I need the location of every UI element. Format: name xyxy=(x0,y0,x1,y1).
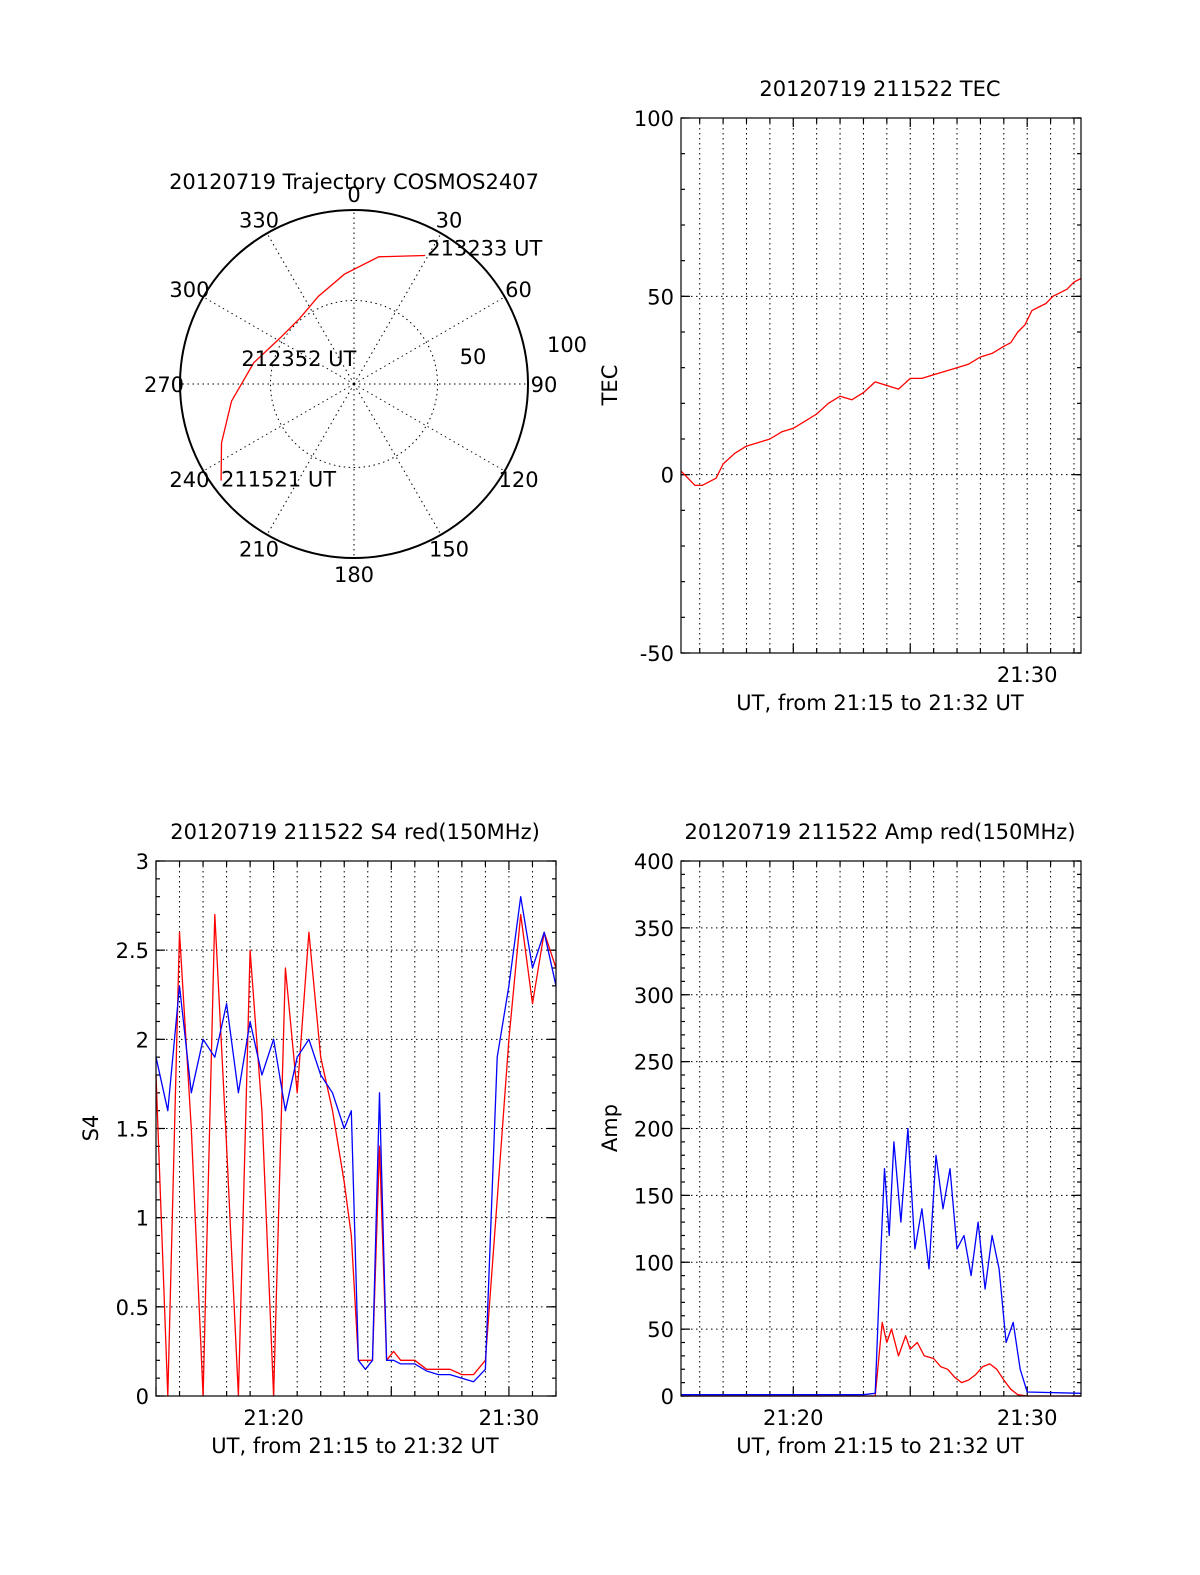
tec-xtick-label: 21:30 xyxy=(997,663,1058,687)
polar-azimuth-label: 0 xyxy=(347,183,360,207)
tec-series-red xyxy=(680,277,1082,487)
polar-azimuth-label: 330 xyxy=(239,208,279,232)
tec-ylabel: TEC xyxy=(598,365,622,407)
polar-azimuth-label: 120 xyxy=(498,468,538,492)
polar-spoke xyxy=(353,383,442,535)
polar-spoke xyxy=(353,233,442,385)
amp-ytick-label: 300 xyxy=(634,984,674,1008)
s4-ytick-label: 0 xyxy=(136,1385,149,1409)
tec-ytick-label: 50 xyxy=(647,285,674,309)
amp-panel: 20120719 211522 Amp red(150MHz) UT, from… xyxy=(598,820,1082,1458)
tec-panel: 20120719 211522 TEC UT, from 21:15 to 21… xyxy=(598,77,1082,715)
polar-radial-label: 50 xyxy=(460,345,487,369)
tec-ytick-label: 0 xyxy=(661,464,674,488)
amp-xtick-label: 21:30 xyxy=(997,1406,1058,1430)
polar-title: 20120719 Trajectory COSMOS2407 xyxy=(169,170,539,194)
s4-ylabel: S4 xyxy=(79,1115,103,1142)
amp-ytick-label: 250 xyxy=(634,1051,674,1075)
s4-xtick-label: 21:20 xyxy=(243,1406,304,1430)
s4-ytick-label: 2 xyxy=(136,1028,149,1052)
polar-azimuth-label: 180 xyxy=(334,563,374,587)
polar-spoke xyxy=(266,383,355,535)
polar-outer-circle xyxy=(179,209,529,559)
amp-series-red xyxy=(681,1321,1081,1397)
polar-azimuth-label: 300 xyxy=(169,278,209,302)
s4-title: 20120719 211522 S4 red(150MHz) xyxy=(170,820,540,844)
amp-title: 20120719 211522 Amp red(150MHz) xyxy=(684,820,1075,844)
s4-xlabel: UT, from 21:15 to 21:32 UT xyxy=(211,1434,499,1458)
s4-series-red xyxy=(155,913,557,1397)
polar-annotations: 213233 UT 212352 UT 211521 UT xyxy=(221,236,542,491)
polar-azimuth-label: 240 xyxy=(169,468,209,492)
s4-xtick-label: 21:30 xyxy=(479,1406,540,1430)
amp-xtick-label: 21:20 xyxy=(763,1406,824,1430)
amp-ytick-label: 0 xyxy=(661,1385,674,1409)
amp-ytick-label: 150 xyxy=(634,1184,674,1208)
amp-xlabel: UT, from 21:15 to 21:32 UT xyxy=(736,1434,1024,1458)
amp-ytick-label: 350 xyxy=(634,917,674,941)
polar-spoke xyxy=(353,296,505,385)
polar-spoke xyxy=(203,296,355,385)
polar-inner-circle xyxy=(269,299,439,469)
polar-annotation: 212352 UT xyxy=(241,347,356,371)
polar-grid xyxy=(179,209,529,559)
polar-azimuth-label: 210 xyxy=(239,538,279,562)
polar-azimuth-label: 270 xyxy=(144,373,184,397)
amp-series-blue xyxy=(681,1127,1082,1396)
polar-azimuth-label: 150 xyxy=(429,538,469,562)
polar-spoke xyxy=(353,383,505,472)
amp-ytick-label: 100 xyxy=(634,1251,674,1275)
polar-azimuth-label: 30 xyxy=(436,208,463,232)
amp-ylabel: Amp xyxy=(598,1104,622,1152)
polar-radial-labels: 50 100 xyxy=(460,333,587,369)
polar-azimuth-label: 60 xyxy=(505,278,532,302)
polar-annotation: 211521 UT xyxy=(221,468,336,492)
polar-spoke xyxy=(203,383,355,472)
s4-plot-frame xyxy=(155,860,557,1397)
polar-trajectory-panel: 20120719 Trajectory COSMOS2407 0 30 60 90 12… xyxy=(144,170,587,587)
amp-ytick-label: 400 xyxy=(634,850,674,874)
tec-title: 20120719 211522 TEC xyxy=(759,77,1000,101)
s4-ytick-label: 0.5 xyxy=(116,1296,149,1320)
s4-ytick-label: 2.5 xyxy=(116,939,149,963)
s4-ytick-label: 1 xyxy=(136,1207,149,1231)
tec-ytick-label: -50 xyxy=(640,642,674,666)
tec-xlabel: UT, from 21:15 to 21:32 UT xyxy=(736,691,1024,715)
polar-annotation: 213233 UT xyxy=(427,236,542,260)
s4-ytick-label: 1.5 xyxy=(116,1118,149,1142)
amp-ytick-label: 50 xyxy=(647,1318,674,1342)
polar-radial-label: 100 xyxy=(547,333,587,357)
polar-trajectory-line xyxy=(220,254,426,481)
tec-plot-frame xyxy=(680,117,1082,654)
polar-azimuth-labels: 0 30 60 90 120 150 180 210 240 270 300 330 xyxy=(144,183,557,587)
tec-ytick-label: 100 xyxy=(634,107,674,131)
s4-ytick-label: 3 xyxy=(136,850,149,874)
polar-spoke xyxy=(266,233,355,385)
s4-series-blue xyxy=(155,896,557,1383)
polar-trajectory-series xyxy=(220,254,426,481)
amp-plot-frame xyxy=(680,860,1082,1397)
amp-ytick-label: 200 xyxy=(634,1118,674,1142)
polar-azimuth-label: 90 xyxy=(531,373,558,397)
s4-panel: 20120719 211522 S4 red(150MHz) UT, from … xyxy=(79,820,557,1458)
